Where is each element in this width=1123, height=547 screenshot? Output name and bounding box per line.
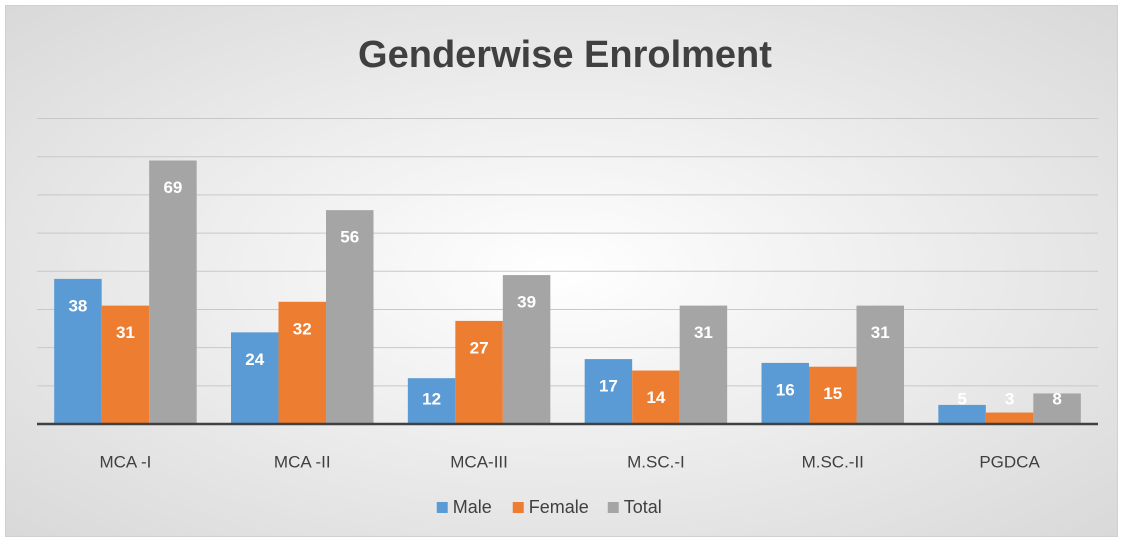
x-tick-label: MCA-III bbox=[450, 452, 508, 471]
chart-title: Genderwise Enrolment bbox=[358, 34, 772, 76]
bar bbox=[584, 359, 633, 424]
legend-label: Female bbox=[529, 497, 589, 517]
bar bbox=[278, 301, 326, 424]
data-label: 24 bbox=[245, 350, 264, 369]
data-label: 38 bbox=[68, 296, 87, 315]
data-label: 69 bbox=[163, 178, 182, 197]
legend-swatch bbox=[436, 502, 448, 513]
x-tick-label: PGDCA bbox=[979, 452, 1040, 471]
data-label: 31 bbox=[116, 323, 135, 342]
data-label: 39 bbox=[517, 293, 536, 312]
data-label: 56 bbox=[340, 228, 359, 247]
bar bbox=[231, 332, 279, 424]
bar bbox=[679, 305, 728, 424]
bar bbox=[502, 275, 551, 424]
bar bbox=[856, 305, 904, 424]
bar bbox=[54, 278, 102, 424]
data-label: 27 bbox=[470, 338, 489, 357]
bar bbox=[101, 305, 150, 424]
bar bbox=[326, 210, 374, 424]
bar bbox=[985, 412, 1034, 424]
data-label: 3 bbox=[1005, 389, 1014, 408]
data-label: 16 bbox=[776, 380, 795, 399]
data-label: 12 bbox=[422, 389, 441, 408]
x-tick-label: MCA -I bbox=[99, 452, 151, 471]
legend-swatch bbox=[607, 502, 619, 513]
legend-swatch bbox=[512, 502, 524, 513]
bar bbox=[761, 362, 809, 424]
data-label: 32 bbox=[293, 319, 312, 338]
bar bbox=[149, 160, 197, 424]
bar bbox=[809, 366, 857, 424]
x-tick-label: M.SC.-I bbox=[627, 452, 685, 471]
bar bbox=[632, 370, 680, 424]
data-label: 14 bbox=[646, 388, 665, 407]
legend-label: Male bbox=[453, 497, 492, 517]
data-label: 15 bbox=[823, 384, 842, 403]
data-label: 5 bbox=[957, 389, 966, 408]
data-label: 8 bbox=[1052, 389, 1061, 408]
x-tick-label: M.SC.-II bbox=[802, 452, 864, 471]
x-tick-label: MCA -II bbox=[274, 452, 331, 471]
bar bbox=[455, 320, 503, 424]
data-label: 31 bbox=[871, 323, 890, 342]
bar bbox=[1033, 393, 1081, 424]
bar bbox=[407, 378, 456, 424]
data-label: 17 bbox=[599, 377, 618, 396]
legend-label: Total bbox=[624, 497, 662, 517]
bar bbox=[938, 404, 986, 424]
data-label: 31 bbox=[694, 323, 713, 342]
